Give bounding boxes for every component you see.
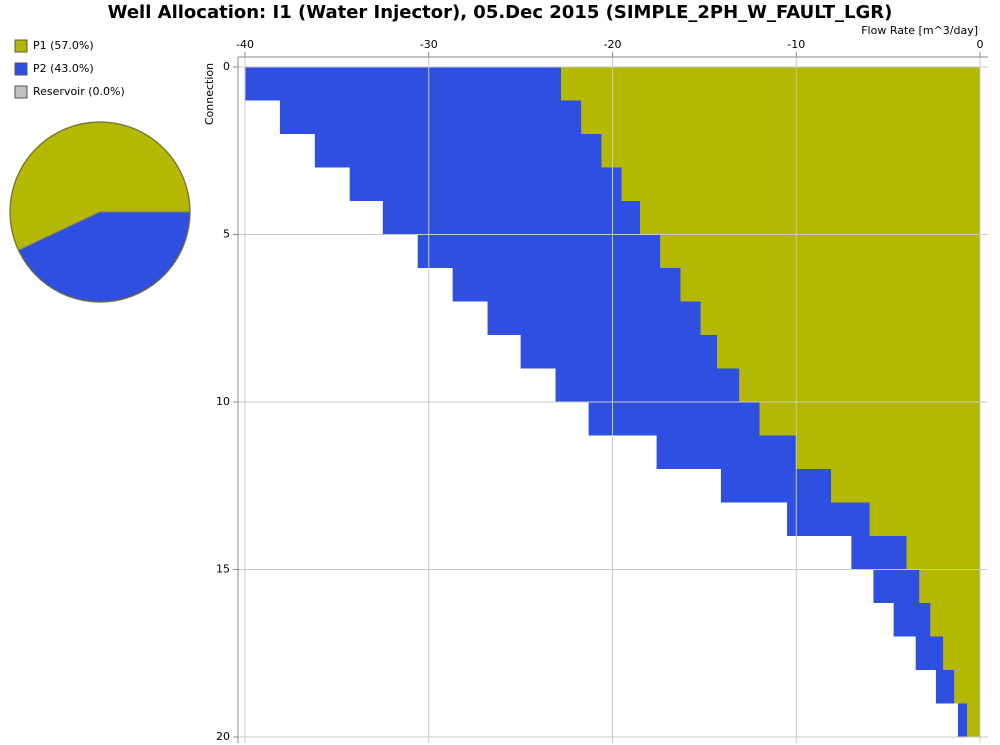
legend-label: P1 (57.0%) [33,39,94,52]
bar-segment [796,435,980,469]
bar-segment [382,201,641,235]
chart-title: Well Allocation: I1 (Water Injector), 05… [108,2,893,23]
bar-segment [349,167,622,201]
bar-segment [314,134,602,168]
bar-segment [954,670,980,704]
bar-segment [906,536,980,570]
bar-segment [869,502,980,536]
legend-label: P2 (43.0%) [33,62,94,75]
bar-segment [660,234,980,268]
y-tick-label: 20 [216,730,230,743]
bar-segment [943,636,980,670]
x-tick-label: -20 [604,38,622,51]
x-tick-label: -40 [236,38,254,51]
bar-segment [967,703,980,737]
bar-segment [851,536,907,570]
bar-segment [700,301,980,335]
bar-segment [930,603,980,637]
bar-segment [487,301,701,335]
bar-segment [452,268,681,302]
legend-label: Reservoir (0.0%) [33,85,125,98]
pie-rim [9,121,191,303]
bar-segment [561,67,980,101]
bar-segment [621,167,980,201]
bar-segment [919,569,980,603]
bar-segment [957,703,968,737]
y-tick-label: 5 [223,228,230,241]
y-axis-label: Connection [203,63,216,125]
bar-segment [831,469,980,503]
bar-segment [601,134,980,168]
x-tick-label: -30 [420,38,438,51]
bar-segment [680,268,980,302]
x-tick-label: -10 [787,38,805,51]
bar-segment [935,670,955,704]
y-tick-label: 0 [223,60,230,73]
bar-segment [555,368,740,402]
bar-segment [640,201,980,235]
bar-segment [717,335,980,369]
bar-segment [739,368,980,402]
bar-segment [893,603,931,637]
bar-segment [787,502,870,536]
bar-segment [279,100,582,134]
bar-segment [588,402,760,436]
legend-swatch [14,39,28,53]
bar-segment [720,469,832,503]
y-tick-label: 15 [216,563,230,576]
x-tick-label: 0 [977,38,984,51]
bar-segment [245,67,562,101]
bar-segment [581,100,980,134]
x-axis-label: Flow Rate [m^3/day] [861,24,978,37]
bar-segment [915,636,944,670]
bar-segment [873,569,920,603]
bar-segment [417,234,661,268]
legend-swatch [14,85,28,99]
y-tick-label: 10 [216,395,230,408]
bar-segment [656,435,797,469]
bar-segment [520,335,718,369]
legend-swatch [14,62,28,76]
bar-segment [759,402,980,436]
